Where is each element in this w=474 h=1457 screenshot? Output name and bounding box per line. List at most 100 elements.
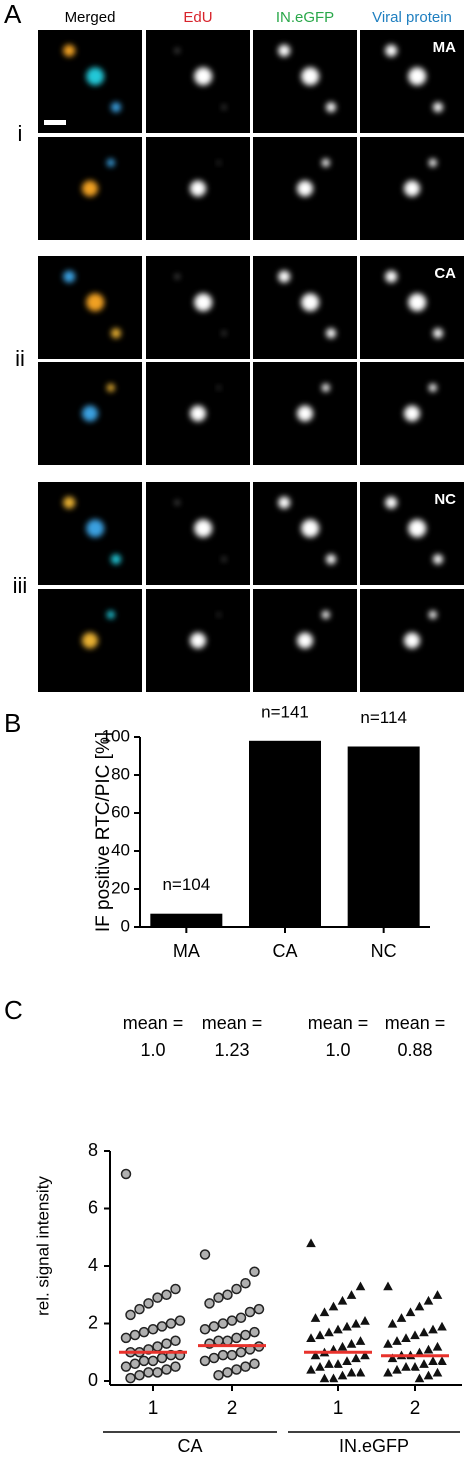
- data-point: [217, 1349, 229, 1361]
- data-point: [120, 1332, 132, 1344]
- data-point: [309, 1311, 322, 1323]
- signal-spot: [278, 270, 291, 283]
- scale-bar: [44, 120, 66, 125]
- data-point: [318, 1371, 331, 1384]
- signal-spot: [433, 328, 443, 339]
- data-point: [138, 1355, 150, 1367]
- x-tick-label: 1: [333, 1398, 344, 1419]
- signal-spot: [194, 67, 213, 86]
- data-point: [125, 1309, 136, 1321]
- data-point: [174, 1315, 186, 1326]
- signal-spot: [321, 383, 330, 392]
- data-point: [204, 1298, 215, 1309]
- signal-spot: [222, 105, 226, 110]
- signal-spot: [63, 496, 76, 509]
- data-point: [431, 1340, 444, 1352]
- signal-spot: [106, 610, 115, 619]
- data-point: [399, 1331, 413, 1343]
- data-point: [399, 1360, 413, 1372]
- data-point: [156, 1352, 168, 1364]
- signal-spot: [174, 500, 180, 505]
- data-point: [231, 1364, 242, 1375]
- data-point: [249, 1326, 260, 1338]
- data-point: [120, 1361, 132, 1372]
- signal-spot: [321, 610, 330, 619]
- signal-spot: [82, 180, 98, 197]
- data-point: [156, 1321, 168, 1332]
- x-tick-label: 2: [410, 1398, 421, 1419]
- data-point: [213, 1370, 224, 1381]
- y-tick-label: 80: [111, 764, 130, 783]
- signal-spot: [297, 180, 313, 197]
- data-point: [381, 1279, 395, 1292]
- y-tick-label: 0: [88, 1370, 98, 1390]
- mean-label: 0.88: [397, 1040, 432, 1060]
- signal-spot: [385, 44, 398, 57]
- data-point: [161, 1364, 172, 1375]
- data-point: [240, 1329, 251, 1341]
- group-label: IN.eGFP: [339, 1436, 409, 1456]
- signal-spot: [404, 405, 420, 422]
- data-point: [386, 1351, 399, 1363]
- y-axis-label: rel. signal intensity: [33, 1176, 52, 1316]
- data-point: [322, 1357, 336, 1369]
- panel-label: B: [4, 708, 21, 738]
- y-tick-label: 6: [88, 1197, 98, 1217]
- panel-label: A: [4, 0, 22, 29]
- data-point: [165, 1318, 177, 1329]
- data-point: [161, 1289, 172, 1300]
- data-point: [313, 1360, 327, 1372]
- data-point: [304, 1236, 318, 1248]
- data-point: [336, 1340, 349, 1352]
- data-point: [240, 1278, 251, 1289]
- data-point: [249, 1358, 260, 1369]
- data-point: [304, 1363, 318, 1375]
- y-tick-label: 8: [88, 1140, 98, 1160]
- data-point: [208, 1352, 220, 1364]
- data-point: [125, 1372, 136, 1384]
- signal-spot: [326, 102, 336, 113]
- signal-spot: [301, 67, 320, 86]
- data-point: [253, 1303, 265, 1315]
- data-point: [354, 1279, 367, 1292]
- data-point: [390, 1363, 404, 1375]
- data-point: [431, 1366, 444, 1378]
- signal-spot: [222, 331, 226, 336]
- signal-spot: [297, 405, 313, 422]
- protein-label: CA: [434, 265, 456, 282]
- y-tick-label: 60: [111, 802, 130, 821]
- data-point: [143, 1298, 154, 1309]
- annotation: n=104: [162, 875, 210, 894]
- signal-spot: [326, 554, 336, 565]
- signal-spot: [326, 328, 336, 339]
- data-point: [199, 1355, 211, 1367]
- data-point: [231, 1332, 242, 1344]
- signal-spot: [82, 632, 98, 649]
- signal-spot: [385, 270, 398, 283]
- data-point: [435, 1320, 449, 1332]
- data-point: [327, 1299, 340, 1312]
- data-point: [170, 1283, 181, 1295]
- bar: [150, 913, 223, 927]
- signal-spot: [63, 44, 76, 57]
- y-tick-label: 100: [102, 726, 130, 745]
- data-point: [422, 1294, 435, 1306]
- x-tick-label: MA: [173, 941, 200, 961]
- data-point: [170, 1361, 181, 1372]
- column-header: IN.eGFP: [276, 9, 334, 26]
- mean-label: 1.0: [325, 1040, 350, 1060]
- group-label: CA: [177, 1436, 202, 1456]
- data-point: [322, 1325, 336, 1338]
- signal-spot: [217, 161, 221, 165]
- signal-spot: [404, 180, 420, 197]
- bar: [347, 746, 420, 927]
- signal-spot: [106, 383, 115, 392]
- row-numeral: ii: [15, 346, 25, 371]
- signal-spot: [321, 158, 330, 167]
- data-point: [413, 1371, 426, 1384]
- data-point: [222, 1289, 233, 1300]
- signal-spot: [106, 158, 115, 167]
- column-header: EdU: [183, 9, 212, 26]
- y-tick-label: 0: [121, 916, 130, 935]
